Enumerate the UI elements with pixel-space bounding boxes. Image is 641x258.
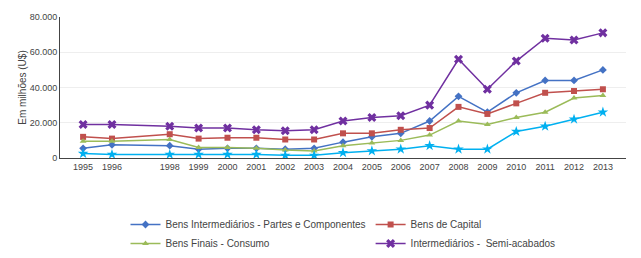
svg-text:2012: 2012 [564,162,584,172]
svg-text:2006: 2006 [391,162,411,172]
svg-text:2002: 2002 [275,162,295,172]
svg-text:Bens de Capital: Bens de Capital [411,219,482,230]
svg-text:60.000: 60.000 [30,47,58,57]
svg-text:2009: 2009 [477,162,497,172]
svg-text:1996: 1996 [102,162,122,172]
svg-text:80.000: 80.000 [30,12,58,22]
svg-text:2004: 2004 [333,162,353,172]
svg-text:40.000: 40.000 [30,83,58,93]
svg-text:Bens Finais - Consumo: Bens Finais - Consumo [166,238,270,249]
svg-text:2013: 2013 [593,162,613,172]
svg-text:1998: 1998 [160,162,180,172]
svg-text:2008: 2008 [448,162,468,172]
svg-text:Em milhões (U$): Em milhões (U$) [17,50,28,124]
svg-text:Intermediários - Semi-acabado: Intermediários - Semi-acabados [411,238,556,249]
svg-text:2011: 2011 [535,162,554,172]
svg-text:2007: 2007 [420,162,440,172]
svg-text:1995: 1995 [73,162,93,172]
svg-text:0: 0 [52,153,57,163]
svg-text:1999: 1999 [189,162,209,172]
svg-text:2000: 2000 [217,162,237,172]
svg-text:Bens Intermediários - Partes e: Bens Intermediários - Partes e Component… [166,219,366,230]
svg-text:2005: 2005 [362,162,382,172]
svg-text:2010: 2010 [506,162,526,172]
svg-text:2003: 2003 [304,162,324,172]
svg-text:20.000: 20.000 [30,118,58,128]
svg-text:2001: 2001 [246,162,266,172]
